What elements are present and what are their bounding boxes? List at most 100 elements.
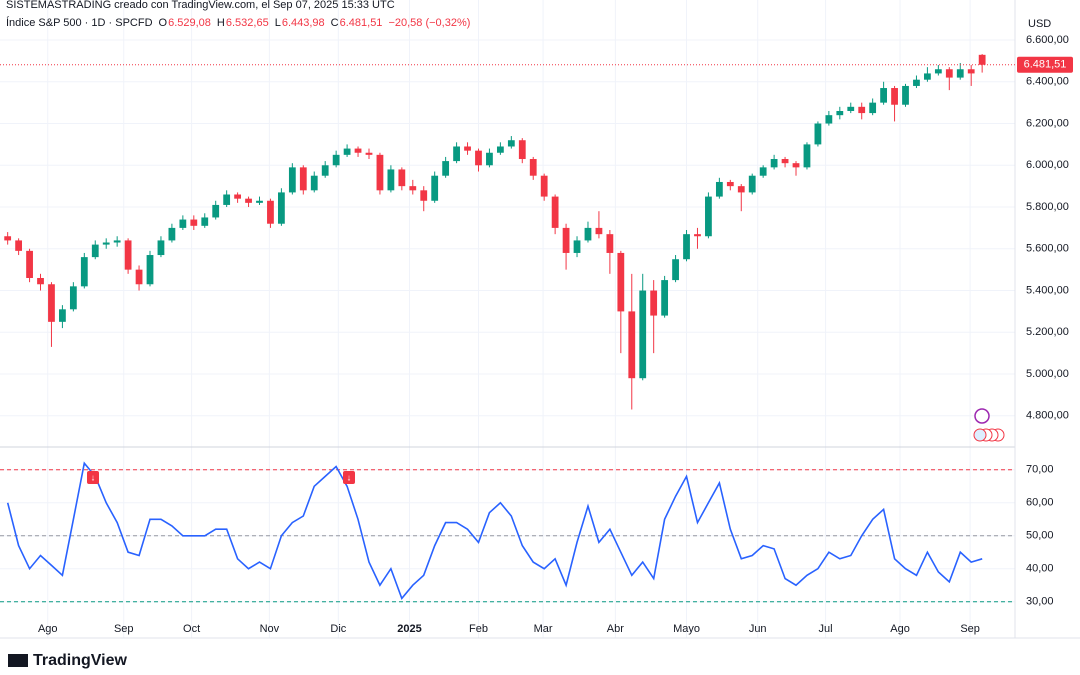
x-tick-label: Oct	[183, 623, 200, 635]
candle-body	[595, 227, 603, 235]
candle-body	[880, 88, 888, 103]
candle-body	[694, 234, 701, 237]
candle-body	[825, 115, 833, 124]
candle-body	[803, 144, 811, 168]
candle-body	[748, 175, 756, 193]
legend-value: 6.529,08	[168, 17, 211, 29]
candle-body	[781, 159, 789, 164]
candle-body	[431, 175, 439, 201]
y-tick-label: 5.800,00	[1026, 201, 1069, 213]
currency: USD	[1028, 18, 1051, 30]
candle-body	[48, 284, 55, 322]
candle-body	[354, 148, 362, 153]
x-tick-label: Mayo	[673, 623, 700, 635]
x-tick-label: Feb	[469, 623, 488, 635]
logo-text[interactable]: TradingView	[33, 652, 128, 669]
candle-body	[234, 194, 241, 199]
candle-body	[913, 79, 920, 86]
logo[interactable]: TradingView	[8, 652, 128, 669]
legend: Índice S&P 500 · 1D · SPCFD O 6.529,08 H 6.5…	[6, 16, 470, 29]
y-tick-label: 5.000,00	[1026, 368, 1069, 380]
candle-body	[518, 140, 526, 160]
x-tick-label: Jun	[749, 623, 767, 635]
candle-body	[212, 204, 220, 218]
candle-body	[934, 69, 942, 74]
last-price-tag	[1017, 56, 1073, 73]
candle-body	[737, 186, 745, 193]
candle-body	[91, 244, 99, 258]
legend-key: L	[275, 17, 281, 29]
svg-text:↓: ↓	[347, 472, 352, 482]
candle-body	[540, 175, 548, 197]
candle-body	[650, 290, 658, 316]
legend-value: 6.443,98	[282, 17, 325, 29]
candle-body	[978, 54, 986, 65]
candle-body	[420, 190, 428, 201]
x-tick-label: 2025	[397, 623, 421, 635]
candle-body	[902, 85, 909, 105]
candle-body	[69, 286, 77, 310]
candle-body	[507, 140, 515, 147]
candle-body	[858, 106, 866, 114]
candle-body	[278, 192, 285, 224]
event-icon[interactable]	[974, 408, 990, 424]
candle-body	[146, 255, 154, 285]
legend-key: O	[159, 17, 168, 29]
rsi-line	[6, 461, 983, 600]
candle-body	[288, 167, 296, 193]
x-tick-label: Sep	[960, 623, 980, 635]
candle-body	[661, 280, 669, 316]
candle-body	[529, 159, 537, 176]
y-tick-label: 50,00	[1026, 530, 1054, 542]
legend-symbol: Índice S&P 500 · 1D · SPCFD	[6, 16, 153, 29]
rsi-signal-marker: ↓	[87, 471, 99, 484]
candle-body	[891, 88, 898, 105]
y-tick-label: 40,00	[1026, 563, 1054, 575]
candle-body	[464, 146, 471, 151]
candle-body	[956, 69, 964, 78]
legend-value: 6.532,65	[226, 17, 269, 29]
candle-body	[124, 240, 132, 270]
credit: SISTEMASTRADING creado con TradingView.c…	[6, 0, 395, 11]
candle-body	[267, 200, 274, 224]
candle-body	[59, 309, 66, 322]
candle-body	[617, 252, 625, 312]
candle-body	[343, 148, 351, 155]
candle-body	[321, 165, 329, 176]
candle-body	[496, 146, 504, 153]
marks-layer	[0, 54, 1015, 600]
candle-body	[551, 196, 559, 228]
candle-body	[15, 240, 23, 251]
candle-body	[847, 106, 855, 111]
candle-body	[945, 69, 953, 78]
candle-body	[398, 169, 406, 187]
candle-body	[256, 200, 263, 203]
y-tick-label: 30,00	[1026, 596, 1054, 608]
candle-body	[365, 152, 373, 155]
candle-body	[80, 257, 88, 287]
candle-body	[606, 234, 614, 253]
legend-key: H	[217, 17, 225, 29]
candle-body	[179, 219, 187, 228]
event-icon[interactable]	[973, 428, 987, 442]
y-tick-label: 60,00	[1026, 497, 1054, 509]
candle-body	[102, 242, 110, 245]
last-price-label: 6.481,51	[1024, 59, 1067, 71]
candle-body	[726, 181, 734, 187]
legend-change: −20,58 (−0,32%)	[388, 17, 470, 29]
candle-body	[475, 150, 482, 166]
candle-body	[705, 196, 712, 237]
candle-body	[836, 110, 844, 116]
candle-body	[814, 123, 822, 145]
y-tick-label: 4.800,00	[1026, 410, 1069, 422]
candle-body	[453, 146, 460, 162]
y-tick-label: 70,00	[1026, 464, 1054, 476]
x-tick-label: Dic	[330, 623, 346, 635]
x-tick-label: Nov	[260, 623, 280, 635]
candle-body	[135, 269, 143, 285]
candle-body	[792, 163, 800, 168]
x-tick-label: Mar	[534, 623, 553, 635]
x-tick-label: Ago	[890, 623, 910, 635]
candle-body	[190, 219, 198, 226]
